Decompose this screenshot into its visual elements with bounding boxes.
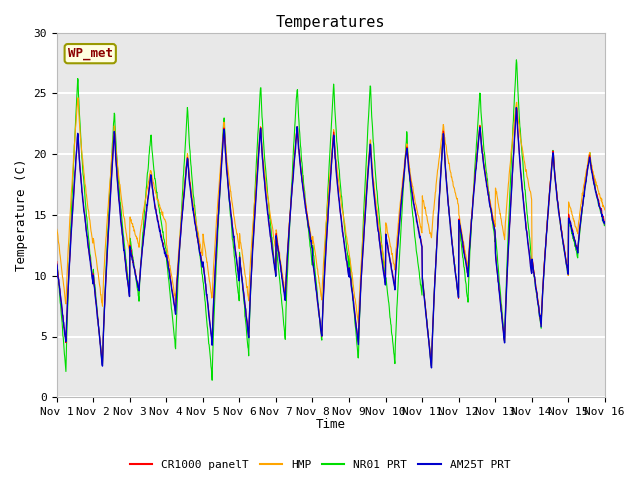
Title: Temperatures: Temperatures bbox=[276, 15, 385, 30]
Text: WP_met: WP_met bbox=[68, 47, 113, 60]
Y-axis label: Temperature (C): Temperature (C) bbox=[15, 159, 28, 271]
X-axis label: Time: Time bbox=[316, 419, 346, 432]
Legend: CR1000 panelT, HMP, NR01 PRT, AM25T PRT: CR1000 panelT, HMP, NR01 PRT, AM25T PRT bbox=[125, 456, 515, 474]
